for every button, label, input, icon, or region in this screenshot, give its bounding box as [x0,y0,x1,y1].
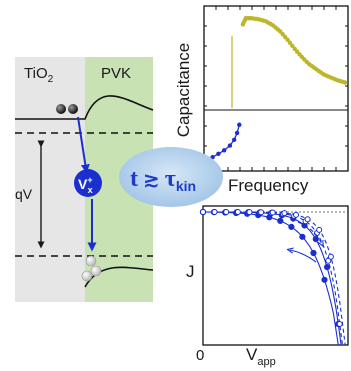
electron [68,104,78,114]
data-point [211,209,218,215]
data-point [287,40,293,45]
data-point [312,236,319,243]
data-point [310,249,317,257]
data-point [223,209,230,215]
forward-scan-arrow [297,221,322,244]
data-point [234,209,241,215]
hole [85,255,97,267]
jv-ylabel: J [186,262,195,281]
data-point [277,217,284,224]
data-point [258,209,265,216]
jv-origin-label: 0 [196,347,204,364]
electron [56,104,66,114]
jv-chart: J 0 Vapp [186,205,349,368]
condition-text: t ≳ τkin [130,166,196,194]
data-point [321,276,328,283]
data-point [299,233,306,240]
capacitance-chart: Capacitance [174,5,349,172]
data-point [216,151,221,156]
jv-curves [199,208,346,346]
qv-label: qV [15,186,33,202]
bubble-shape [119,147,223,207]
forward-scan-curve [203,211,344,346]
capacitance-upper-series [240,16,348,85]
data-point [293,211,299,218]
data-point [281,210,288,217]
jv-xlabel: Vapp [246,345,276,368]
defect-state [74,169,102,197]
capture-arrow [77,116,90,174]
data-point [336,321,343,327]
data-point [200,209,206,215]
data-point [290,43,295,48]
data-point [234,130,240,136]
data-point [304,216,311,223]
jv-frame [202,205,349,346]
tio2-label: TiO2 [24,65,54,85]
data-point [324,264,331,271]
data-point [246,209,253,216]
data-point [342,80,348,85]
capacitance-frame [203,5,349,172]
data-point [269,209,276,216]
hole [81,270,93,282]
data-point [285,37,290,42]
data-point [237,122,242,127]
data-point [316,226,323,233]
defect-label: V+ x [78,175,93,195]
conduction-band [15,95,154,120]
capacitance-ticks [204,6,348,171]
data-point [327,253,334,260]
data-point [227,143,233,148]
data-point [288,223,295,230]
data-point [222,148,227,153]
capacitance-ylabel: Capacitance [174,43,193,138]
data-point [232,137,237,142]
reverse-scan-arrow [290,250,317,263]
pvk-label: PVK [101,65,131,82]
capacitance-xlabel: Frequency [228,176,309,195]
condition-bubble: t ≳ τkin [119,147,223,207]
hole [90,265,102,277]
tio2-region [15,57,85,302]
